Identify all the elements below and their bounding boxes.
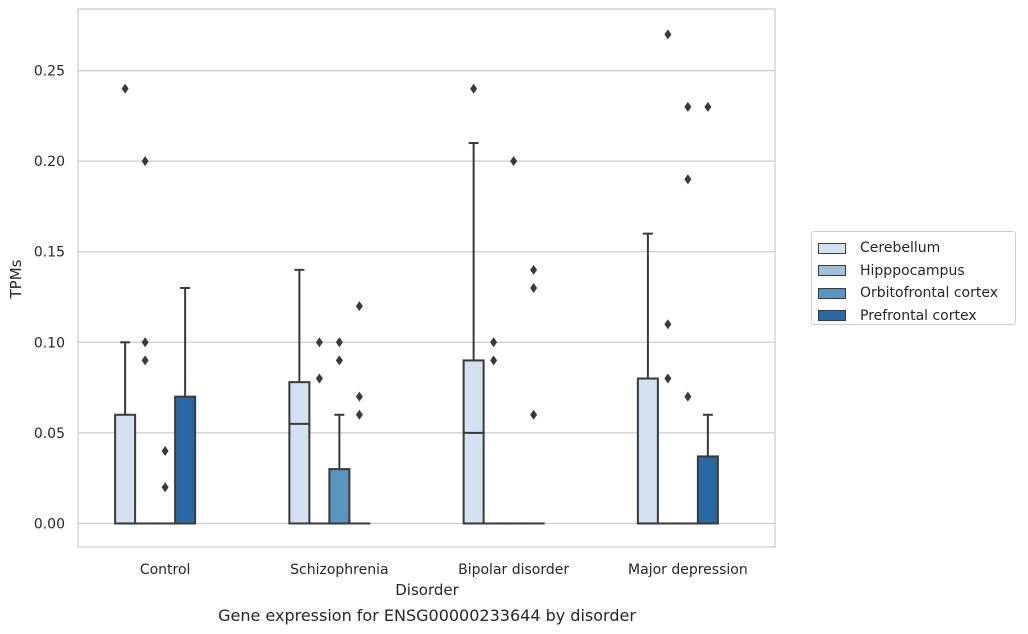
box-rect	[696, 455, 719, 525]
y-axis-title: TPMs	[7, 259, 25, 299]
box-orbitofrontal-cortex	[502, 156, 525, 525]
box-rect	[174, 395, 197, 525]
legend-item: Cerebellum	[818, 237, 1015, 260]
legend-label: Orbitofrontal cortex	[860, 285, 998, 302]
box-prefrontal-cortex	[348, 301, 371, 525]
box-rect	[288, 381, 311, 525]
box-rect	[114, 413, 137, 525]
y-tick-label: 0.05	[34, 426, 65, 442]
y-tick-label: 0.00	[34, 516, 65, 532]
outlier-point	[121, 83, 129, 94]
outlier-point	[355, 409, 363, 420]
legend-item: Orbitofrontal cortex	[818, 282, 1015, 305]
outlier-point	[335, 355, 343, 366]
box-orbitofrontal-cortex	[328, 337, 351, 525]
x-tick-label: Control	[140, 562, 191, 578]
outlier-point	[684, 101, 692, 112]
outlier-point	[684, 391, 692, 402]
x-tick-label: Bipolar disorder	[458, 562, 569, 578]
y-axis-ticks: 0.00 0.05 0.10 0.15 0.20 0.25	[34, 64, 65, 533]
legend-swatch	[818, 287, 846, 299]
box-prefrontal-cortex	[522, 264, 545, 525]
plot-frame	[77, 8, 776, 548]
y-tick-label: 0.25	[34, 64, 65, 80]
outlier-point	[530, 264, 538, 275]
legend: Cerebellum Hipppocampus Orbitofrontal cort…	[811, 231, 1016, 325]
legend-label: Hipppocampus	[860, 262, 965, 279]
box-rect	[328, 468, 351, 525]
outlier-point	[355, 391, 363, 402]
outlier-point	[141, 355, 149, 366]
outlier-point	[530, 282, 538, 293]
legend-label: Cerebellum	[860, 240, 941, 257]
box-prefrontal-cortex	[174, 286, 197, 525]
outlier-point	[315, 373, 323, 384]
legend-label: Prefrontal cortex	[860, 307, 977, 324]
legend-item: Hipppocampus	[818, 260, 1015, 283]
outlier-point	[664, 319, 672, 330]
box-cerebellum	[114, 83, 137, 525]
outlier-point	[335, 337, 343, 348]
legend-swatch	[818, 310, 846, 322]
outlier-point	[664, 29, 672, 40]
outlier-point	[664, 373, 672, 384]
box-hipppocampus	[134, 156, 157, 525]
box-cerebellum	[636, 232, 659, 525]
outlier-point	[355, 301, 363, 312]
legend-item: Prefrontal cortex	[818, 305, 1015, 328]
box-cerebellum	[462, 83, 485, 525]
box-rect	[636, 377, 659, 525]
legend-swatch	[818, 265, 846, 277]
box-orbitofrontal-cortex	[154, 445, 177, 525]
box-orbitofrontal-cortex	[676, 101, 699, 525]
legend-swatch	[818, 242, 846, 254]
chart-caption: Gene expression for ENSG00000233644 by d…	[218, 606, 636, 625]
x-tick-label: Major depression	[628, 562, 748, 578]
box-hipppocampus	[482, 337, 505, 525]
outlier-point	[490, 337, 498, 348]
y-tick-label: 0.10	[34, 335, 65, 351]
box-hipppocampus	[656, 29, 679, 525]
box-prefrontal-cortex	[696, 101, 719, 525]
box-rect	[462, 359, 485, 525]
outlier-point	[470, 83, 478, 94]
box-cerebellum	[288, 268, 311, 525]
outlier-point	[141, 156, 149, 167]
x-axis-ticks: Control Schizophrenia Bipolar disorder Majo…	[140, 562, 748, 578]
x-axis-title: Disorder	[395, 581, 459, 599]
outlier-point	[161, 445, 169, 456]
outlier-point	[704, 101, 712, 112]
outlier-point	[684, 174, 692, 185]
y-tick-label: 0.15	[34, 245, 65, 261]
outlier-point	[510, 156, 518, 167]
outlier-point	[315, 337, 323, 348]
box-plots	[114, 29, 719, 525]
outlier-point	[530, 409, 538, 420]
x-tick-label: Schizophrenia	[290, 562, 388, 578]
outlier-point	[490, 355, 498, 366]
y-tick-label: 0.20	[34, 154, 65, 170]
outlier-point	[141, 337, 149, 348]
outlier-point	[161, 482, 169, 493]
box-hipppocampus	[308, 337, 331, 525]
